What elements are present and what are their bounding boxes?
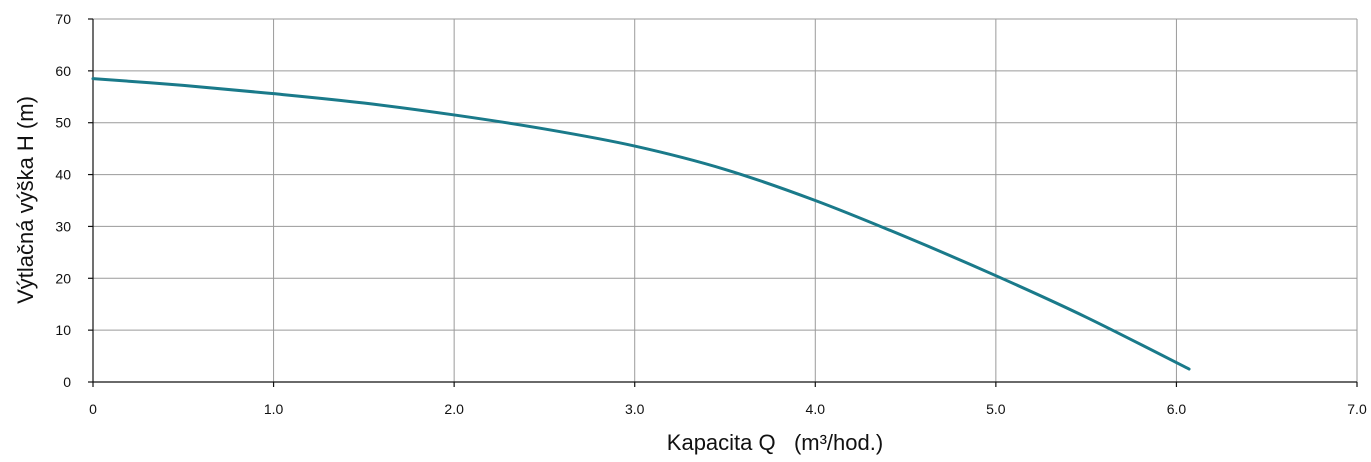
x-tick-label: 5.0	[986, 401, 1006, 417]
x-tick-labels: 0 1.0 2.0 3.0 4.0 5.0 6.0 7.0	[89, 401, 1367, 417]
x-tick-label: 3.0	[625, 401, 645, 417]
y-tick-label: 0	[63, 374, 71, 390]
x-tick-label: 6.0	[1167, 401, 1187, 417]
x-tick-label: 2.0	[444, 401, 464, 417]
axes	[92, 19, 1357, 383]
y-tick-label: 20	[55, 270, 71, 286]
x-tick-label: 0	[89, 401, 97, 417]
series-lines	[91, 77, 1191, 371]
series-line	[91, 77, 1191, 371]
y-tick-label: 70	[55, 11, 71, 27]
y-tick-label: 50	[55, 115, 71, 131]
y-tick-label: 40	[55, 167, 71, 183]
y-tick-label: 10	[55, 322, 71, 338]
y-axis-title: Výtlačná výška H (m)	[13, 96, 38, 304]
y-tick-labels: 0 10 20 30 40 50 60 70	[55, 11, 71, 390]
grid-lines	[88, 18, 1358, 387]
y-tick-label: 60	[55, 63, 71, 79]
x-tick-label: 4.0	[806, 401, 826, 417]
x-tick-label: 7.0	[1347, 401, 1367, 417]
x-tick-label: 1.0	[264, 401, 284, 417]
y-tick-label: 30	[55, 218, 71, 234]
x-axis-title: Kapacita Q (m³/hod.)	[667, 430, 883, 455]
